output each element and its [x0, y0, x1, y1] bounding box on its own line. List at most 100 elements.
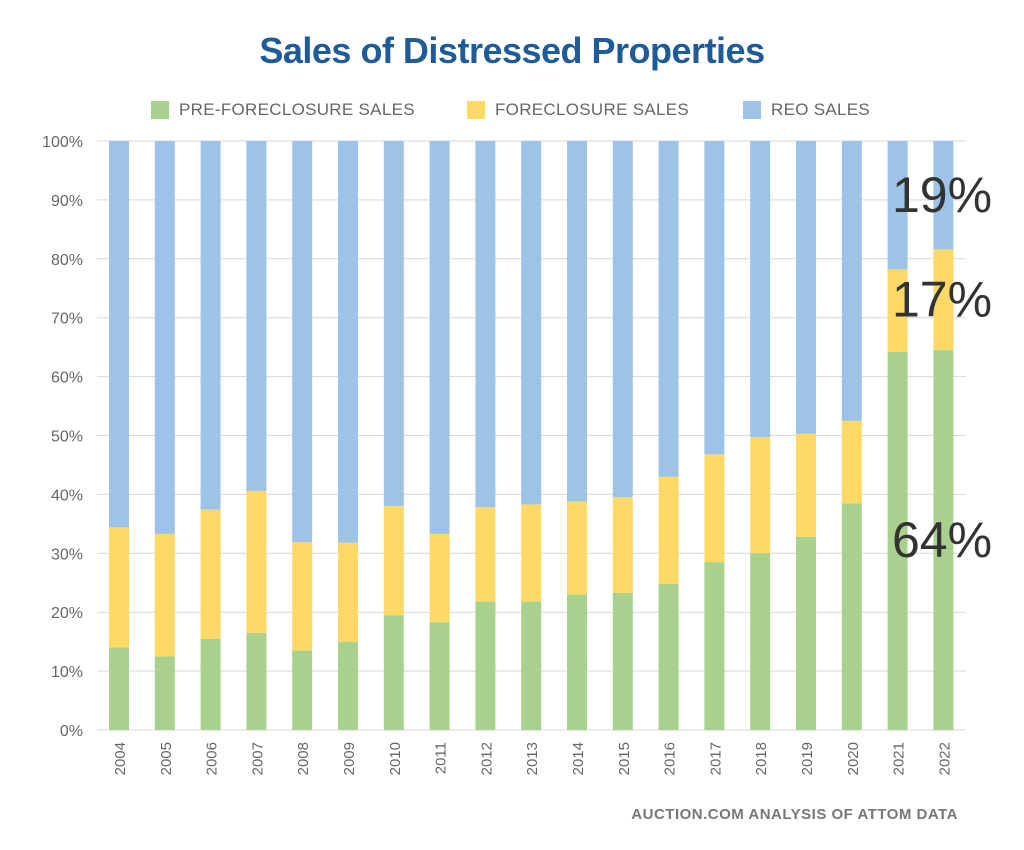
x-tick-label: 2022: [936, 742, 953, 775]
source-note: AUCTION.COM ANALYSIS OF ATTOM DATA: [631, 806, 958, 823]
x-tick-label: 2018: [753, 742, 770, 775]
bar-pre-foreclosure-sales-2009: [338, 641, 358, 730]
chart-legend: PRE-FORECLOSURE SALES FORECLOSURE SALES …: [0, 100, 1024, 130]
bar-pre-foreclosure-sales-2007: [246, 632, 267, 730]
x-tick-label: 2004: [112, 742, 129, 775]
bar-pre-foreclosure-sales-2012: [475, 601, 496, 730]
x-tick-label: 2006: [204, 742, 221, 775]
bar-pre-foreclosure-sales-2022: [933, 350, 954, 730]
bar-reo-sales-2020: [841, 141, 862, 421]
bar-pre-foreclosure-sales-2010: [383, 615, 404, 730]
bar-pre-foreclosure-sales-2020: [841, 503, 862, 730]
bar-foreclosure-sales-2008: [292, 542, 313, 651]
legend-item-foreclosure: FORECLOSURE SALES: [467, 100, 689, 120]
y-tick-label: 80%: [51, 252, 83, 269]
bar-foreclosure-sales-2011: [429, 533, 450, 623]
bar-reo-sales-2015: [612, 141, 633, 498]
y-tick-label: 100%: [42, 134, 83, 151]
legend-swatch-reo: [743, 101, 761, 119]
bar-foreclosure-sales-2022: [933, 249, 954, 351]
x-tick-label: 2010: [387, 742, 404, 775]
bar-reo-sales-2021: [887, 141, 908, 270]
bar-reo-sales-2018: [750, 141, 771, 438]
bar-foreclosure-sales-2018: [750, 437, 771, 554]
bars: [109, 141, 954, 730]
bar-foreclosure-sales-2013: [521, 504, 542, 602]
bar-reo-sales-2013: [521, 141, 542, 505]
y-tick-label: 60%: [51, 370, 83, 387]
bar-reo-sales-2014: [567, 141, 587, 502]
bar-reo-sales-2004: [109, 141, 129, 528]
bar-pre-foreclosure-sales-2008: [292, 650, 313, 730]
bar-foreclosure-sales-2017: [704, 454, 725, 563]
x-tick-label: 2019: [799, 742, 816, 775]
bar-foreclosure-sales-2015: [612, 497, 633, 593]
y-tick-label: 30%: [51, 546, 83, 563]
bar-foreclosure-sales-2021: [887, 269, 908, 352]
bar-pre-foreclosure-sales-2004: [109, 647, 129, 730]
x-tick-label: 2005: [158, 742, 175, 775]
bar-foreclosure-sales-2006: [200, 509, 221, 639]
chart-title: Sales of Distressed Properties: [259, 30, 765, 71]
bar-reo-sales-2005: [154, 141, 175, 534]
y-axis-ticks: 0% 10% 20% 30% 40% 50% 60% 70% 80% 90% 100%: [42, 134, 83, 740]
x-tick-label: 2009: [341, 742, 358, 775]
x-tick-label: 2020: [845, 742, 862, 775]
x-tick-label: 2014: [570, 742, 587, 775]
bar-foreclosure-sales-2005: [154, 533, 175, 657]
bar-foreclosure-sales-2020: [841, 420, 862, 504]
annotation-reo-sales: 19%: [892, 167, 992, 223]
y-tick-label: 0%: [60, 723, 83, 740]
bar-pre-foreclosure-sales-2015: [612, 592, 633, 730]
bar-reo-sales-2009: [338, 141, 358, 543]
bar-reo-sales-2019: [796, 141, 816, 434]
legend-item-pre-foreclosure: PRE-FORECLOSURE SALES: [151, 100, 415, 120]
x-tick-label: 2016: [662, 742, 679, 775]
y-tick-label: 10%: [51, 664, 83, 681]
bar-reo-sales-2011: [429, 141, 450, 534]
bar-reo-sales-2007: [246, 141, 267, 491]
x-tick-label: 2008: [295, 742, 312, 775]
bar-pre-foreclosure-sales-2006: [200, 638, 221, 730]
bar-foreclosure-sales-2004: [109, 527, 129, 648]
annotation-foreclosure-sales: 17%: [892, 272, 992, 328]
x-tick-label: 2021: [891, 742, 908, 775]
y-tick-label: 50%: [51, 429, 83, 446]
legend-label-pre-foreclosure: PRE-FORECLOSURE SALES: [179, 100, 415, 119]
x-tick-label: 2011: [433, 742, 450, 774]
x-tick-label: 2013: [524, 742, 541, 775]
y-tick-label: 70%: [51, 311, 83, 328]
bar-pre-foreclosure-sales-2019: [796, 536, 816, 730]
x-tick-label: 2007: [249, 742, 266, 775]
legend-label-foreclosure: FORECLOSURE SALES: [495, 100, 690, 119]
bar-foreclosure-sales-2012: [475, 507, 496, 602]
x-tick-label: 2015: [616, 742, 633, 775]
y-tick-label: 20%: [51, 605, 83, 622]
bar-pre-foreclosure-sales-2005: [154, 656, 175, 730]
bar-foreclosure-sales-2019: [796, 433, 816, 537]
y-tick-label: 40%: [51, 487, 83, 504]
bar-reo-sales-2010: [383, 141, 404, 507]
bar-foreclosure-sales-2016: [658, 476, 679, 584]
legend-label-reo: REO SALES: [771, 100, 871, 119]
x-tick-label: 2017: [707, 742, 724, 775]
bar-reo-sales-2017: [704, 141, 725, 455]
bar-reo-sales-2016: [658, 141, 679, 477]
bar-pre-foreclosure-sales-2021: [887, 351, 908, 730]
bar-foreclosure-sales-2009: [338, 542, 358, 642]
legend-swatch-foreclosure: [467, 101, 485, 119]
bar-foreclosure-sales-2014: [567, 501, 587, 595]
bar-foreclosure-sales-2010: [383, 506, 404, 616]
bar-pre-foreclosure-sales-2011: [429, 622, 450, 730]
bar-reo-sales-2008: [292, 141, 313, 543]
annotation-pre-foreclosure-sales: 64%: [892, 512, 992, 568]
bar-pre-foreclosure-sales-2013: [521, 601, 542, 730]
x-tick-label: 2012: [478, 742, 495, 775]
bar-pre-foreclosure-sales-2014: [567, 594, 587, 730]
y-tick-label: 90%: [51, 193, 83, 210]
bar-reo-sales-2006: [200, 141, 221, 510]
bar-reo-sales-2022: [933, 141, 954, 250]
legend-item-reo: REO SALES: [743, 100, 870, 120]
bar-pre-foreclosure-sales-2018: [750, 553, 771, 730]
